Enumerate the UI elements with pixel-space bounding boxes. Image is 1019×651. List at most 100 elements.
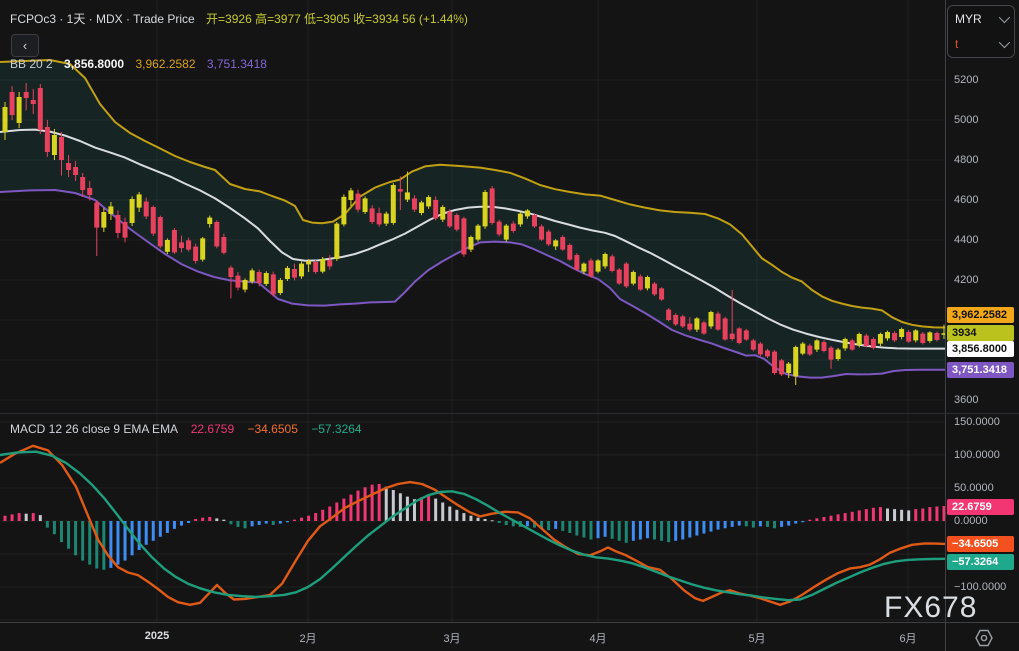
macd-histogram-bar xyxy=(398,493,402,521)
candle-body xyxy=(906,332,912,342)
price-axis[interactable]: 5200 5000 4800 4600 4400 4200 3600 150.0000 100.… xyxy=(946,0,1019,622)
candle-body xyxy=(673,315,679,325)
candle-body xyxy=(306,261,312,265)
price-axis-label: 5000 xyxy=(954,114,979,126)
macd-histogram-bar xyxy=(335,502,339,521)
candle-body xyxy=(397,189,403,192)
candle-body xyxy=(58,137,64,160)
candle-body xyxy=(482,192,488,227)
candle-body xyxy=(772,351,778,373)
macd-histogram-bar xyxy=(384,486,388,521)
unit-value: t xyxy=(955,36,959,51)
candle-body xyxy=(129,199,135,223)
candle-body xyxy=(595,260,601,272)
macd-histogram-bar xyxy=(109,521,113,568)
candle-body xyxy=(581,263,587,272)
time-axis-label: 6月 xyxy=(899,633,917,645)
macd-histogram-bar xyxy=(561,521,565,531)
candle-body xyxy=(334,223,340,259)
candle-body xyxy=(722,318,728,340)
candle-body xyxy=(553,240,559,247)
macd-histogram-bar xyxy=(554,521,558,529)
candle-body xyxy=(461,218,467,255)
candle-body xyxy=(687,323,693,330)
candle-body xyxy=(715,313,721,330)
candle-body xyxy=(920,333,926,343)
macd-histogram-bar xyxy=(271,521,275,525)
macd-histogram-bar xyxy=(144,521,148,545)
candle-body xyxy=(489,188,495,223)
macd-histogram-bar xyxy=(511,521,515,527)
candle-body xyxy=(863,335,869,346)
candle-body xyxy=(743,330,749,340)
macd-histogram-bar xyxy=(356,490,360,521)
candle-body xyxy=(652,283,658,295)
candle-body xyxy=(80,177,86,190)
macd-histogram-bar xyxy=(582,521,586,538)
macd-histogram-bar xyxy=(257,521,261,525)
currency-dropdown[interactable]: MYR xyxy=(948,6,1014,31)
macd-histogram-bar xyxy=(229,521,233,525)
macd-axis-label: 0.0000 xyxy=(954,515,988,527)
macd-histogram-bar xyxy=(321,509,325,521)
bb-indicator-label: BB 20 2 xyxy=(10,57,53,71)
candle-body xyxy=(30,100,36,104)
candle-body xyxy=(510,223,516,231)
macd-histogram-bar xyxy=(250,521,254,527)
macd-histogram-bar xyxy=(596,521,600,539)
candle-body xyxy=(517,213,523,225)
collapse-legend-button[interactable]: ‹ xyxy=(11,34,39,57)
candle-body xyxy=(496,221,502,235)
candle-body xyxy=(757,343,763,355)
macd-histogram-bar xyxy=(695,521,699,536)
time-axis-separator xyxy=(0,622,1019,623)
macd-histogram-bar xyxy=(900,509,904,521)
candle-body xyxy=(856,334,862,345)
macd-histogram-bar xyxy=(52,521,56,535)
macd-histogram-bar xyxy=(702,521,706,534)
price-axis-label: 4600 xyxy=(954,194,979,206)
candle-body xyxy=(87,188,93,195)
macd-histogram-bar xyxy=(17,513,21,521)
macd-histogram-bar xyxy=(886,508,889,521)
candle-body xyxy=(644,277,650,289)
logo-hexagon-icon[interactable] xyxy=(973,627,995,649)
macd-histogram-bar xyxy=(377,484,381,521)
candle-body xyxy=(383,213,389,224)
macd-histogram-bar xyxy=(151,521,155,541)
macd-histogram-bar xyxy=(300,517,304,521)
candle-body xyxy=(66,163,72,170)
chevron-down-icon xyxy=(998,36,1011,48)
macd-histogram-bar xyxy=(476,517,480,521)
macd-histogram-bar xyxy=(172,521,176,529)
chart-canvas[interactable] xyxy=(0,0,945,622)
unit-dropdown[interactable]: t xyxy=(948,31,1014,56)
symbol-legend: FCPOc3 · 1天 · MDX · Trade Price 开=3926 高… xyxy=(10,10,468,27)
macd-histogram-bar xyxy=(525,521,529,527)
macd-histogram-bar xyxy=(540,521,544,529)
macd-histogram-bar xyxy=(222,519,226,521)
macd-histogram-bar xyxy=(850,511,854,521)
candle-body xyxy=(913,330,919,341)
candle-body xyxy=(616,269,622,284)
candle-body xyxy=(404,192,410,200)
macd-histogram-bar xyxy=(391,490,395,521)
macd-histogram-bar xyxy=(751,521,755,528)
candle-body xyxy=(228,267,234,277)
candle-body xyxy=(440,207,446,220)
macd-histogram-bar xyxy=(780,521,784,527)
macd-histogram-bar xyxy=(893,509,897,521)
time-axis[interactable]: 2025 2月 3月 4月 5月 6月 xyxy=(0,623,945,651)
macd-histogram-bar xyxy=(935,506,939,521)
candle-body xyxy=(348,190,354,200)
candle-body xyxy=(701,322,707,334)
bb-basis-value: 3,856.8000 xyxy=(64,57,125,71)
macd-histogram-bar xyxy=(864,509,868,521)
macd-line xyxy=(0,444,945,606)
candle-body xyxy=(941,333,945,335)
macd-histogram-bar xyxy=(434,498,438,521)
macd-histogram-bar xyxy=(836,514,840,521)
candle-body xyxy=(221,237,227,253)
macd-histogram-bar xyxy=(716,521,720,530)
candle-body xyxy=(376,213,382,225)
